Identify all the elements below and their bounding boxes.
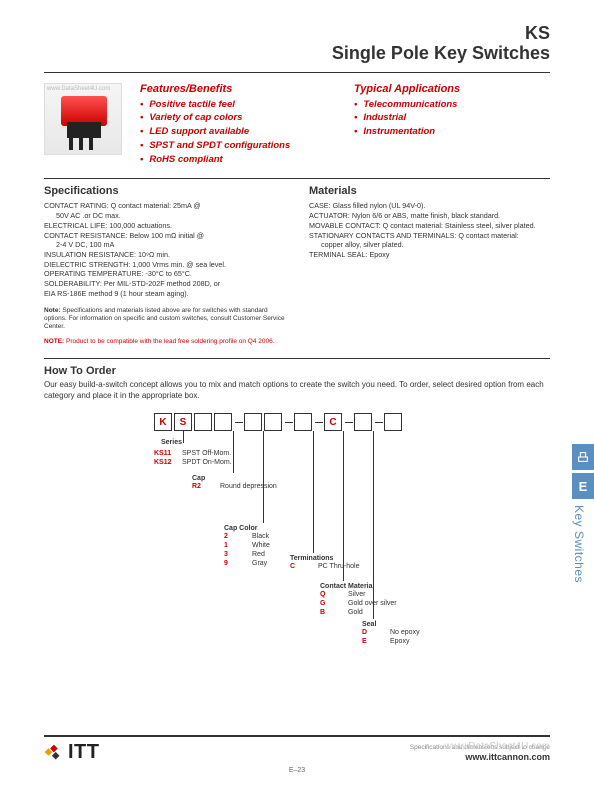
feature-item: RoHS compliant <box>140 153 336 167</box>
order-box: K <box>154 413 172 431</box>
legend-cap: Cap R2Round depression <box>192 475 277 491</box>
product-image: www.DataSheet4U.com <box>44 83 122 155</box>
mat-line: ACTUATOR: Nylon 6/6 or ABS, matte finish… <box>309 211 550 221</box>
spec-line: CONTACT RATING: Q contact material: 25mA… <box>44 201 285 211</box>
note-line: Note: Specifications and materials liste… <box>44 307 285 332</box>
applications-list: Telecommunications Industrial Instrument… <box>354 98 550 139</box>
specs-title: Specifications <box>44 185 285 197</box>
mat-line: copper alloy, silver plated. <box>309 240 550 250</box>
legend-capcolor: Cap Color 2Black 1White 3Red 9Gray <box>224 525 270 568</box>
legend-series: Series <box>104 439 182 446</box>
mat-line: MOVABLE CONTACT: Q contact material: Sta… <box>309 221 550 231</box>
note-line-red: NOTE: Product to be compatible with the … <box>44 338 285 346</box>
spec-line: 50V AC .or DC max. <box>44 211 285 221</box>
footer-url: www.ittcannon.com <box>410 752 550 764</box>
features-column: Features/Benefits Positive tactile feel … <box>140 83 336 167</box>
logo: ITT <box>44 741 100 764</box>
application-item: Instrumentation <box>354 125 550 139</box>
logo-text: ITT <box>68 741 100 764</box>
features-list: Positive tactile feel Variety of cap col… <box>140 98 336 167</box>
application-item: Industrial <box>354 111 550 125</box>
header-rule <box>44 72 550 73</box>
order-box <box>264 413 282 431</box>
feature-item: LED support available <box>140 125 336 139</box>
specifications-column: Specifications CONTACT RATING: Q contact… <box>44 185 285 346</box>
order-box <box>244 413 262 431</box>
footer-rule <box>44 735 550 737</box>
spec-line: OPERATING TEMPERATURE: -30°C to 65°C. <box>44 269 285 279</box>
page-header: KS Single Pole Key Switches <box>44 24 550 64</box>
application-item: Telecommunications <box>354 98 550 112</box>
feature-item: SPST and SPDT configurations <box>140 139 336 153</box>
order-box <box>354 413 372 431</box>
materials-column: Materials CASE: Glass filled nylon (UL 9… <box>309 185 550 346</box>
spec-line: DIELECTRIC STRENGTH: 1,000 Vrms min. @ s… <box>44 260 285 270</box>
feature-item: Positive tactile feel <box>140 98 336 112</box>
side-tabs: E Key Switches <box>572 444 594 583</box>
mat-line: STATIONARY CONTACTS AND TERMINALS: Q con… <box>309 231 550 241</box>
switch-icon-tab[interactable] <box>572 444 594 470</box>
page-number: E–23 <box>0 767 594 774</box>
legend-terminations: Terminations CPC Thru-hole <box>290 555 360 571</box>
order-box <box>214 413 232 431</box>
top-row: www.DataSheet4U.com Features/Benefits Po… <box>44 83 550 167</box>
footer-right: Specifications and dimensions subject to… <box>410 744 550 764</box>
logo-icon <box>44 744 62 762</box>
side-vertical-label: Key Switches <box>572 505 586 583</box>
section-e-tab[interactable]: E <box>572 473 594 499</box>
spec-line: 2-4 V DC, 100 mA <box>44 240 285 250</box>
order-box <box>194 413 212 431</box>
spec-line: CONTACT RESISTANCE: Below 100 mΩ initial… <box>44 231 285 241</box>
mat-line: CASE: Glass filled nylon (UL 94V-0). <box>309 201 550 211</box>
how-to-order: How To Order Our easy build-a-switch con… <box>44 365 550 643</box>
spec-line: ELECTRICAL LIFE: 100,000 actuations. <box>44 221 285 231</box>
order-box <box>294 413 312 431</box>
order-box: S <box>174 413 192 431</box>
order-box: C <box>324 413 342 431</box>
divider <box>44 358 550 359</box>
legend-seal: Seal DNo epoxy EEpoxy <box>362 621 420 646</box>
specs-row: Specifications CONTACT RATING: Q contact… <box>44 185 550 346</box>
materials-title: Materials <box>309 185 550 197</box>
watermark-small: www.DataSheet4U.com <box>47 86 110 92</box>
spec-line: INSULATION RESISTANCE: 10⁹Ω min. <box>44 250 285 260</box>
applications-title: Typical Applications <box>354 83 550 95</box>
order-boxes: K S C <box>154 413 404 431</box>
title-line2: Single Pole Key Switches <box>44 44 550 64</box>
divider <box>44 178 550 179</box>
footer-watermark: www.DataSheet4U.com <box>444 740 550 753</box>
switch-icon <box>576 450 590 464</box>
spec-line: SOLDERABILITY: Per MIL-STD-202F method 2… <box>44 279 285 289</box>
notes: Note: Specifications and materials liste… <box>44 307 285 347</box>
order-title: How To Order <box>44 365 550 377</box>
order-diagram: K S C <box>104 413 550 643</box>
features-title: Features/Benefits <box>140 83 336 95</box>
applications-column: Typical Applications Telecommunications … <box>354 83 550 167</box>
order-intro: Our easy build-a-switch concept allows y… <box>44 380 550 401</box>
order-box <box>384 413 402 431</box>
feature-item: Variety of cap colors <box>140 111 336 125</box>
footer: ITT Specifications and dimensions subjec… <box>0 735 594 774</box>
legend-series-rows: KS11SPST Off-Mom. KS12SPDT On-Mom. <box>154 449 232 467</box>
legend-contact: Contact Material QSilver GGold over silv… <box>320 583 397 617</box>
title-line1: KS <box>44 24 550 44</box>
legend-title: Series <box>104 439 182 446</box>
mat-line: TERMINAL SEAL: Epoxy <box>309 250 550 260</box>
spec-line: EIA RS-186E method 9 (1 hour steam aging… <box>44 289 285 299</box>
